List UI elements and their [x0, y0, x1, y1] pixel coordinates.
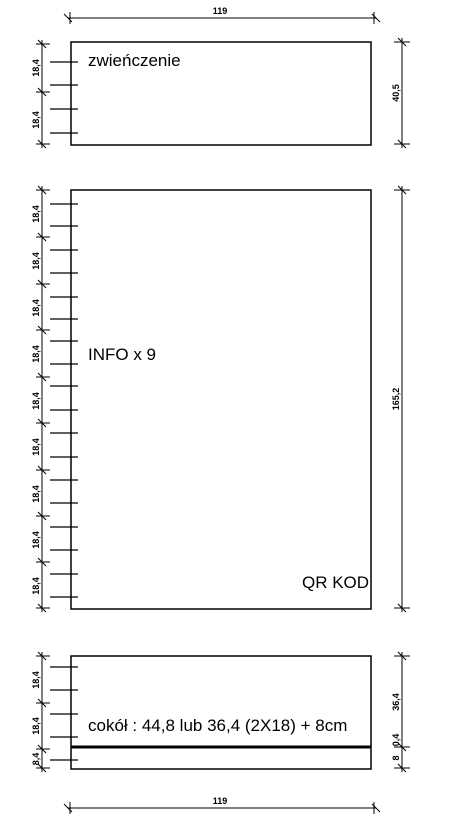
bottom-width-label: 119 [213, 796, 228, 806]
panel-bottom-label: cokół : 44,8 lub 36,4 (2X18) + 8cm [88, 716, 347, 735]
panel-middle-spacing-1: 18,4 [31, 205, 41, 223]
panel-bottom-height-label-2: 8 [391, 755, 401, 760]
top-width-dimension: 119 [63, 6, 381, 24]
panel-middle-spacing-5: 18,4 [31, 392, 41, 410]
panel-middle-spacing-3: 18,4 [31, 299, 41, 317]
panel-middle-left-dimension-ticks [36, 185, 50, 613]
panel-top-spacing-2: 18,4 [31, 111, 41, 129]
panel-bottom-spacing-2: 18,4 [31, 717, 41, 735]
panel-middle-label: INFO x 9 [88, 345, 156, 364]
panel-middle-spacing-4: 18,4 [31, 345, 41, 363]
panel-top-label: zwieńczenie [88, 51, 181, 70]
panel-middle-height-label: 165,2 [391, 388, 401, 411]
panel-middle: INFO x 9 QR KOD [31, 185, 410, 613]
panel-middle-spacing-8: 18,4 [31, 531, 41, 549]
panel-top: zwieńczenie 18,4 18,4 40,5 [31, 37, 410, 149]
panel-middle-spacing-9: 18,4 [31, 577, 41, 595]
panel-bottom: cokół : 44,8 lub 36,4 (2X18) + 8cm 18,4 … [31, 651, 410, 773]
panel-middle-spacing-6: 18,4 [31, 438, 41, 456]
panel-bottom-height-label-1: 36,4 [391, 693, 401, 711]
panel-bottom-spacing-3: 8,4 [31, 753, 41, 766]
panel-top-height-label: 40,5 [391, 84, 401, 102]
panel-middle-spacing-2: 18,4 [31, 252, 41, 270]
top-width-label: 119 [213, 6, 228, 16]
bottom-width-dimension: 119 [63, 796, 381, 814]
panel-top-spacing-1: 18,4 [31, 59, 41, 77]
panel-middle-shelf-ticks [50, 203, 78, 598]
panel-middle-spacing-7: 18,4 [31, 485, 41, 503]
panel-bottom-height-label-3: 0,4 [391, 734, 401, 747]
qr-code-label: QR KOD [302, 573, 369, 592]
panel-bottom-spacing-1: 18,4 [31, 671, 41, 689]
